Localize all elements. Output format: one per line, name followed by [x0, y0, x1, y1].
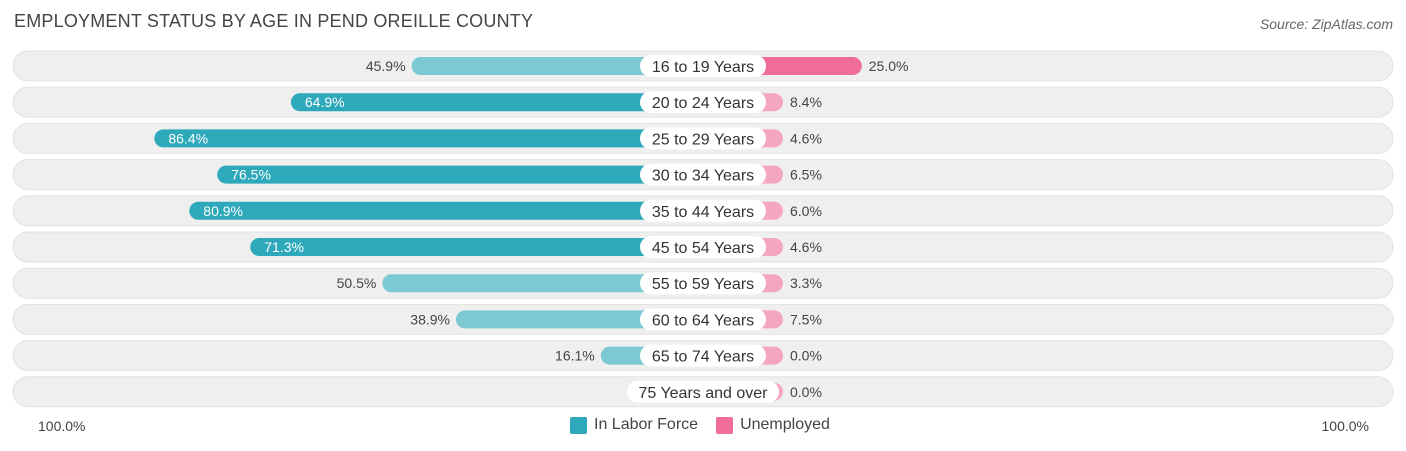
- category-pill: [640, 272, 766, 295]
- category-label: 60 to 64 Years: [652, 312, 754, 329]
- chart-title: EMPLOYMENT STATUS BY AGE IN PEND OREILLE…: [14, 11, 534, 31]
- axis-left-label: 100.0%: [38, 418, 86, 434]
- value-label-labor-force: 50.5%: [337, 275, 377, 291]
- value-label-labor-force: 86.4%: [168, 130, 208, 146]
- value-label-labor-force: 64.9%: [305, 94, 345, 110]
- value-label-unemployed: 3.3%: [790, 275, 822, 291]
- value-label-labor-force: 38.9%: [410, 311, 450, 327]
- value-label-labor-force: 16.1%: [555, 348, 595, 364]
- category-pill: [640, 344, 766, 367]
- bar-labor-force: [250, 238, 703, 256]
- bar-labor-force: [154, 129, 704, 148]
- legend-swatch-unemployed: [716, 416, 734, 434]
- value-label-unemployed: 6.5%: [790, 167, 822, 183]
- category-label: 45 to 54 Years: [652, 240, 754, 257]
- legend-item-unemployed[interactable]: Unemployed: [716, 416, 830, 434]
- category-label: 55 to 59 Years: [652, 276, 754, 293]
- category-label: 20 to 24 Years: [652, 95, 754, 112]
- source-label: Source: ZipAtlas.com: [1259, 16, 1393, 32]
- category-pill: [640, 163, 766, 186]
- value-label-unemployed: 4.6%: [790, 239, 822, 255]
- category-label: 65 to 74 Years: [652, 349, 754, 366]
- bar-labor-force: [411, 57, 703, 75]
- legend-label-unemployed: Unemployed: [740, 416, 830, 433]
- bar-labor-force: [189, 201, 703, 220]
- value-label-labor-force: 71.3%: [264, 239, 304, 255]
- value-label-labor-force: 45.9%: [366, 58, 406, 74]
- category-label: 25 to 29 Years: [652, 131, 754, 148]
- bar-labor-force: [382, 274, 703, 293]
- category-label: 35 to 44 Years: [652, 204, 754, 221]
- value-label-labor-force: 76.5%: [231, 167, 271, 183]
- legend-item-labor-force[interactable]: In Labor Force: [570, 416, 698, 434]
- category-pill: [640, 91, 766, 114]
- value-label-labor-force: 80.9%: [203, 203, 243, 219]
- category-label: 30 to 34 Years: [652, 168, 754, 185]
- bar-labor-force: [290, 93, 703, 112]
- category-pill: [627, 380, 779, 403]
- category-label: 16 to 19 Years: [652, 59, 754, 76]
- value-label-unemployed: 6.0%: [790, 203, 822, 219]
- value-label-unemployed: 4.6%: [790, 130, 822, 146]
- value-label-unemployed: 8.4%: [790, 94, 822, 110]
- category-pill: [640, 55, 766, 77]
- legend-swatch-labor-force: [570, 416, 587, 434]
- legend-label-labor-force: In Labor Force: [594, 416, 699, 433]
- axis-right-label: 100.0%: [1321, 418, 1369, 434]
- bar-labor-force: [217, 165, 703, 184]
- category-pill: [640, 127, 766, 150]
- category-pill: [640, 236, 766, 258]
- value-label-unemployed: 7.5%: [790, 311, 822, 327]
- value-label-unemployed: 0.0%: [790, 348, 822, 364]
- category-pill: [640, 308, 766, 331]
- category-label: 75 Years and over: [639, 385, 769, 402]
- value-label-unemployed: 0.0%: [790, 384, 822, 400]
- category-pill: [640, 199, 766, 222]
- legend: In Labor Force Unemployed: [570, 416, 848, 434]
- value-label-unemployed: 25.0%: [869, 58, 909, 74]
